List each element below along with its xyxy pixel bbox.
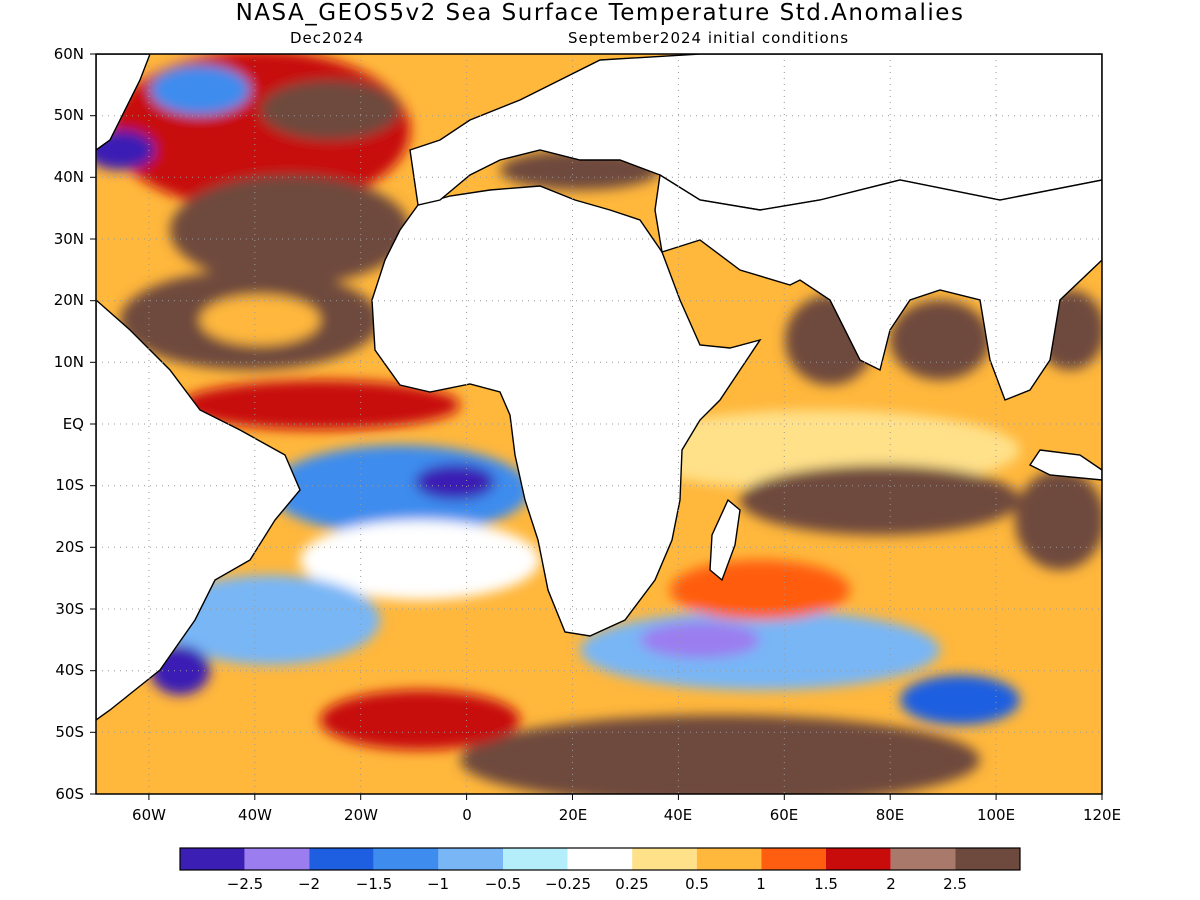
- madagascar-coast: [709, 498, 741, 582]
- lon-label: 40W: [238, 806, 272, 824]
- bay-of-bengal-warm: [890, 300, 990, 380]
- colorbar-label: −2.5: [226, 875, 264, 893]
- colorbar-swatch: [696, 848, 762, 870]
- lat-label: 40S: [55, 661, 84, 679]
- colorbar-label: 0.5: [685, 875, 709, 893]
- lat-label: 50N: [53, 106, 84, 124]
- s-indian-mid: [670, 560, 850, 620]
- africa-coast: [371, 185, 762, 637]
- colorbar-label: 0.25: [615, 875, 649, 893]
- forecast-month: Dec2024: [290, 29, 365, 47]
- n-atlantic-strong: [260, 80, 400, 140]
- lat-label: 30S: [55, 600, 84, 618]
- colorbar-swatch: [890, 848, 956, 870]
- s-atlantic-neutral: [300, 520, 540, 600]
- colorbar-swatch: [955, 848, 1020, 870]
- colorbar-label: 1: [756, 875, 766, 893]
- lon-label: 120E: [1082, 806, 1122, 824]
- lon-label: 60E: [769, 806, 799, 824]
- lat-label: 60N: [53, 45, 84, 63]
- colorbar-label: 1.5: [814, 875, 838, 893]
- north-america-coast: [96, 54, 151, 151]
- colorbar-swatch: [567, 848, 633, 870]
- tropical-n-atlantic-core: [200, 295, 320, 345]
- colorbar-label: 2: [886, 875, 896, 893]
- lon-label: 0: [462, 806, 472, 824]
- lon-label: 100E: [976, 806, 1016, 824]
- colorbar-swatch: [438, 848, 503, 870]
- se-indian-cool: [900, 675, 1020, 725]
- s-atlantic-strong-cool: [415, 464, 495, 500]
- lat-label: 50S: [55, 723, 84, 741]
- maritime-continent-coast: [1028, 449, 1102, 481]
- axis-ticks: [90, 53, 1103, 800]
- land: [96, 54, 1102, 721]
- colorbar-frame: [179, 847, 1021, 871]
- colorbar-swatch: [373, 848, 439, 870]
- colorbar-swatch: [309, 848, 374, 870]
- colorbar-swatch: [761, 848, 826, 870]
- lon-label: 20W: [344, 806, 378, 824]
- lat-label: 40N: [53, 168, 84, 186]
- n-atlantic-cool: [150, 65, 250, 115]
- lat-label: 20N: [53, 291, 84, 309]
- nw-australia-warm: [1015, 470, 1102, 570]
- colorbar-label: −0.25: [545, 875, 591, 893]
- lat-label: 10N: [53, 353, 84, 371]
- arabia-asia-coast: [654, 173, 1102, 401]
- south-america-coast: [96, 299, 301, 721]
- indian-south-warm: [740, 465, 1020, 535]
- lon-label: 20E: [558, 806, 588, 824]
- sw-atlantic-cool: [160, 575, 380, 665]
- colorbar: [179, 847, 1021, 871]
- colorbar-label: −2: [297, 875, 321, 893]
- lat-label: 60S: [55, 785, 84, 803]
- equatorial-atlantic: [180, 380, 460, 430]
- lon-label: 40E: [663, 806, 693, 824]
- s-indian-strong-cool: [640, 622, 760, 658]
- colorbar-swatch: [244, 848, 310, 870]
- subtropical-warm: [170, 175, 410, 285]
- lat-label: EQ: [62, 415, 84, 433]
- southern-ocean-warm: [460, 715, 980, 794]
- colorbar-swatch: [180, 848, 245, 870]
- south-atlantic-sub: [320, 690, 520, 750]
- lat-label: 10S: [55, 476, 84, 494]
- lat-label: 30N: [53, 230, 84, 248]
- colorbar-label: −1: [426, 875, 450, 893]
- lon-label: 80E: [875, 806, 905, 824]
- lon-label: 60W: [132, 806, 166, 824]
- colorbar-swatch: [826, 848, 891, 870]
- colorbar-swatch: [632, 848, 697, 870]
- chart-title: NASA_GEOS5v2 Sea Surface Temperature Std…: [235, 0, 965, 26]
- colorbar-label: −1.5: [355, 875, 393, 893]
- lat-label: 20S: [55, 538, 84, 556]
- colorbar-swatch: [503, 848, 568, 870]
- s-indian-cool: [580, 610, 940, 690]
- initial-conditions: September2024 initial conditions: [568, 29, 850, 47]
- colorbar-label: −0.5: [484, 875, 522, 893]
- colorbar-label: 2.5: [943, 875, 967, 893]
